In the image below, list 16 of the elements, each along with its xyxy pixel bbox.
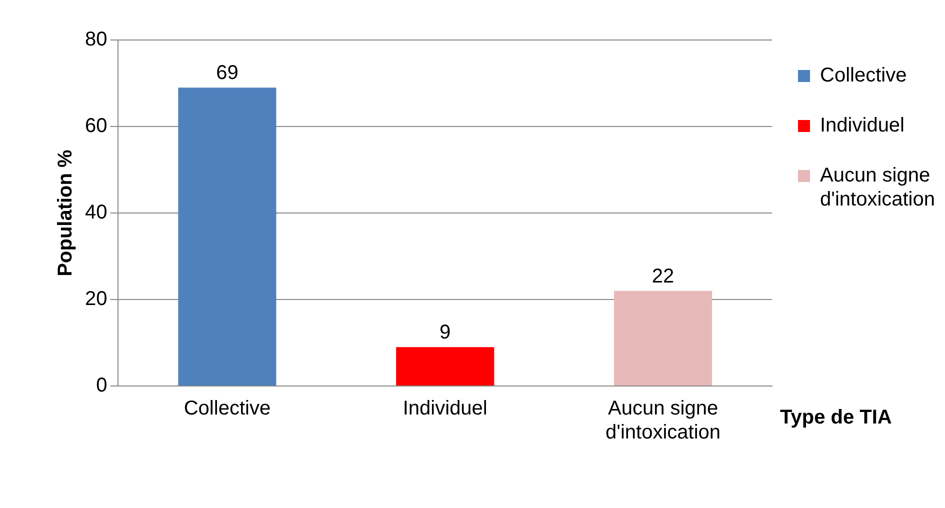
data-label: 69	[216, 62, 238, 84]
data-label: 22	[652, 265, 674, 288]
data-label: 9	[440, 322, 451, 344]
y-tick-label: 0	[96, 374, 108, 397]
x-tick-label: Collective	[184, 398, 271, 420]
x-axis-title: Type de TIA	[780, 406, 892, 429]
y-tick-label: 80	[84, 28, 108, 51]
y-axis-title: Population %	[54, 149, 77, 276]
y-tick-label: 40	[84, 202, 108, 224]
legend-label: Aucun signe d'intoxication	[820, 164, 935, 211]
legend-label: Collective	[820, 64, 907, 87]
legend-label: Individuel	[820, 114, 905, 137]
x-tick-label: Aucun signe d'intoxication	[606, 398, 721, 444]
y-tick-label: 60	[84, 115, 108, 138]
y-tick-label: 20	[84, 288, 108, 310]
x-tick-label: Individuel	[402, 398, 488, 420]
